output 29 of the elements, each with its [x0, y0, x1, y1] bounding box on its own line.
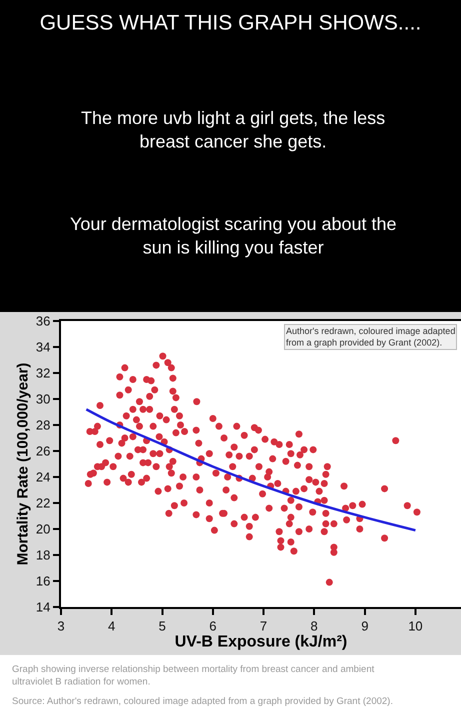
x-tick-label: 10	[408, 618, 423, 634]
y-tick-label: 30	[36, 392, 50, 407]
y-axis-title: Mortality Rate (100,000/year)	[14, 362, 32, 566]
y-tick-label: 36	[36, 314, 50, 329]
x-tick-label: 4	[108, 618, 116, 634]
x-tick-label: 8	[310, 618, 318, 634]
y-tick-label: 14	[36, 600, 50, 615]
x-tick-label: 9	[361, 618, 368, 634]
chart-subtitle: The more uvb light a girl gets, the less breast cancer she gets.	[81, 108, 386, 152]
text: Graph showing inverse relationship between mortality from breast cancer and ambient ultraviolet B radiation for women.	[12, 664, 375, 688]
y-tick-label: 32	[36, 366, 50, 381]
text: Your dermatologist scaring you about the sun is killing you faster	[70, 214, 397, 258]
source-note: Source: Author's redrawn, coloured image adapted from a graph provided by Grant (2002).	[12, 696, 393, 707]
y-tick-label: 16	[36, 574, 50, 589]
y-tick-label: 26	[36, 444, 50, 459]
annotation: Author's redrawn, coloured image adapted from a graph provided by Grant (2002).	[286, 326, 456, 348]
y-tick-label: 34	[36, 340, 50, 355]
x-axis-title: UV-B Exposure (kJ/m²)	[174, 634, 348, 651]
chart-title: GUESS WHAT THIS GRAPH SHOWS....	[40, 11, 422, 34]
y-tick-label: 24	[36, 470, 50, 485]
y-tick-label: 18	[36, 548, 50, 563]
line-series	[85, 408, 417, 532]
x-tick-label: 5	[158, 618, 166, 634]
y-tick-label: 28	[36, 418, 50, 433]
x-tick-label: 6	[209, 618, 217, 634]
x-tick-label: 3	[57, 618, 65, 634]
x-tick-label: 7	[260, 618, 268, 634]
y-tick-label: 20	[36, 522, 50, 537]
y-tick-label: 22	[36, 496, 50, 511]
